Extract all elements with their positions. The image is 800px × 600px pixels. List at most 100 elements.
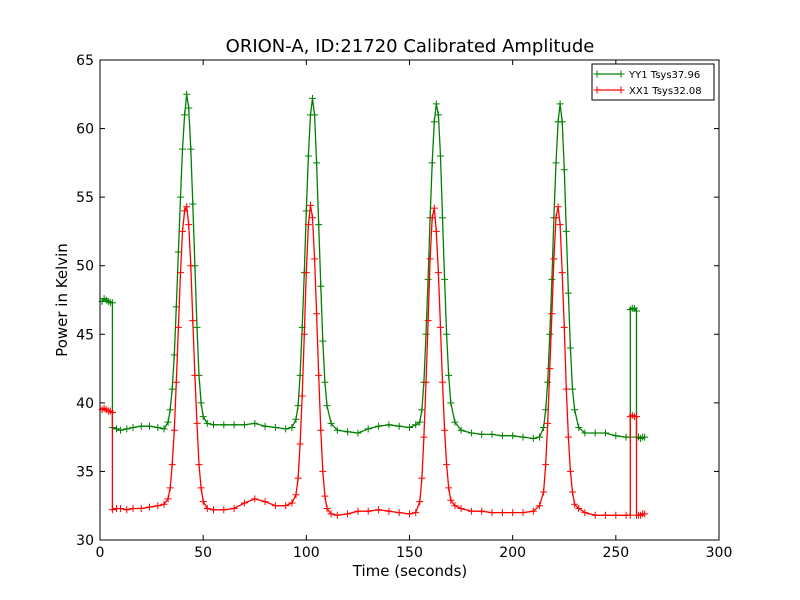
data-point <box>536 502 543 510</box>
data-point <box>564 289 572 297</box>
x-axis-ticks: 0 50 100 150 200 250 300 <box>96 60 732 561</box>
data-point <box>581 509 589 517</box>
data-point <box>117 426 125 434</box>
data-point <box>498 432 506 440</box>
data-point <box>170 426 178 434</box>
data-point <box>364 507 372 515</box>
data-point <box>319 337 327 345</box>
legend-label: YY1 Tsys37.96 <box>628 70 700 81</box>
data-point <box>424 317 432 325</box>
data-point <box>437 152 444 160</box>
y-tick-label: 40 <box>76 396 94 412</box>
data-point <box>172 378 180 386</box>
legend: YY1 Tsys37.96 XX1 Tsys32.08 <box>591 63 715 101</box>
data-point <box>282 425 290 433</box>
data-point <box>558 269 566 277</box>
data-point <box>168 461 176 469</box>
data-point <box>447 399 455 407</box>
data-point <box>416 418 424 426</box>
legend-item: XX1 Tsys32.08 <box>593 86 702 97</box>
data-point <box>566 344 574 352</box>
data-point <box>451 502 459 510</box>
data-point <box>552 159 560 167</box>
data-point <box>467 507 475 515</box>
data-point <box>160 500 168 508</box>
y-tick-label: 30 <box>76 533 94 549</box>
data-point <box>416 498 424 506</box>
data-point <box>129 424 137 431</box>
data-point <box>294 474 302 482</box>
data-point <box>412 509 420 517</box>
data-point <box>626 511 634 519</box>
data-point <box>569 385 576 393</box>
data-point <box>426 255 434 263</box>
data-point <box>385 507 393 515</box>
data-point <box>443 330 451 338</box>
data-point <box>422 330 430 338</box>
data-point <box>441 426 449 434</box>
data-point <box>304 152 312 160</box>
x-tick-label: 100 <box>293 545 320 561</box>
data-point <box>181 207 189 215</box>
data-point <box>240 499 248 507</box>
data-point <box>558 118 566 126</box>
data-point <box>123 506 131 514</box>
plot-background <box>100 60 719 540</box>
data-point <box>220 506 228 514</box>
data-point <box>554 203 562 211</box>
data-point <box>443 461 451 469</box>
data-point <box>602 429 609 437</box>
series-0 <box>98 90 649 442</box>
data-point <box>327 510 335 518</box>
data-point <box>422 378 430 386</box>
data-point <box>447 496 455 504</box>
legend-item: YY1 Tsys37.96 <box>593 70 700 81</box>
data-point <box>641 510 649 518</box>
chart-title: ORION-A, ID:21720 Calibrated Amplitude <box>226 36 595 57</box>
data-point <box>154 424 162 431</box>
y-tick-label: 65 <box>76 53 94 69</box>
data-point <box>271 424 279 431</box>
data-point <box>430 118 438 126</box>
data-point <box>546 330 554 338</box>
data-point <box>556 100 564 108</box>
data-point <box>323 402 331 410</box>
data-point <box>203 419 211 427</box>
data-point <box>385 421 393 429</box>
data-point <box>302 207 310 215</box>
data-point <box>478 430 486 438</box>
data-point <box>412 421 420 429</box>
data-point <box>210 506 217 514</box>
data-point <box>185 104 193 112</box>
data-point <box>333 426 341 434</box>
data-point <box>261 498 269 506</box>
data-point <box>333 511 341 519</box>
legend-marker <box>617 86 625 94</box>
data-point <box>189 200 197 208</box>
data-point <box>546 365 554 373</box>
data-point <box>292 491 300 499</box>
data-point <box>612 511 620 519</box>
data-point <box>108 299 116 307</box>
data-point <box>321 492 329 500</box>
data-point <box>428 214 436 222</box>
data-point <box>197 399 205 407</box>
y-axis-ticks: 30 35 40 45 50 55 60 65 <box>76 53 719 549</box>
data-point <box>146 503 153 511</box>
data-point <box>210 421 217 429</box>
data-point <box>451 418 459 426</box>
data-point <box>317 282 325 290</box>
data-point <box>439 214 446 222</box>
data-point <box>564 433 572 441</box>
data-point <box>424 275 432 283</box>
data-point <box>311 255 319 263</box>
y-tick-label: 35 <box>76 464 94 480</box>
y-tick-label: 55 <box>76 190 94 206</box>
data-point <box>160 425 168 433</box>
data-point <box>288 499 296 507</box>
data-point <box>177 193 184 201</box>
data-point <box>302 269 310 277</box>
data-point <box>488 430 496 438</box>
x-tick-label: 0 <box>96 545 105 561</box>
